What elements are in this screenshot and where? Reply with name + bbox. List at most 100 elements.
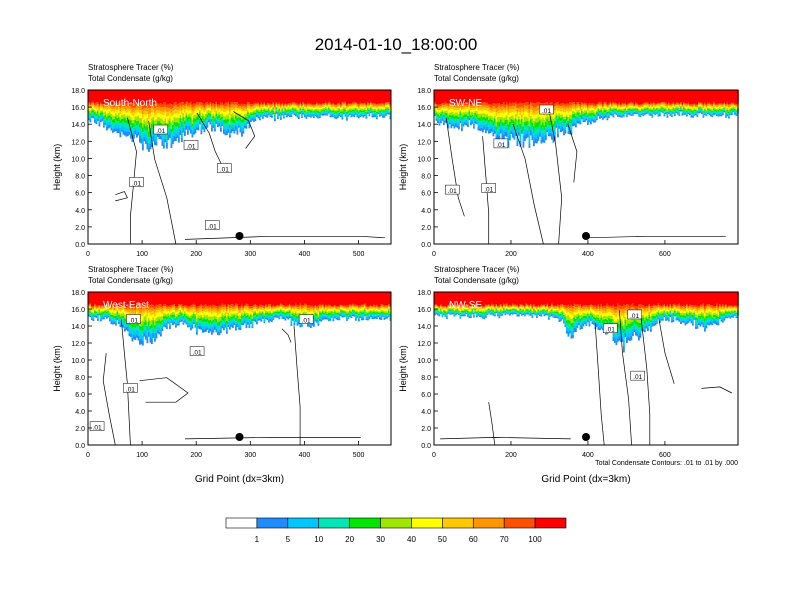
tracer-cell — [124, 106, 126, 110]
tracer-cell — [275, 107, 278, 110]
tracer-cell — [383, 107, 386, 110]
tracer-cell — [710, 90, 712, 104]
tracer-cell — [128, 322, 131, 326]
tracer-cell — [579, 110, 582, 113]
tracer-cell — [344, 104, 347, 107]
tracer-cell — [437, 116, 439, 119]
tracer-cell — [554, 120, 556, 126]
tracer-cell — [470, 122, 472, 126]
tracer-cell — [543, 90, 546, 104]
tracer-cell — [211, 116, 213, 119]
tracer-cell — [274, 107, 276, 110]
tracer-cell — [479, 121, 481, 125]
tracer-cell — [272, 107, 275, 109]
tracer-cell — [167, 313, 170, 316]
tracer-cell — [603, 109, 606, 113]
tracer-cell — [491, 112, 493, 117]
tracer-cell — [635, 103, 637, 106]
tracer-cell — [352, 106, 354, 109]
tracer-cell — [94, 120, 96, 123]
tracer-cell — [203, 309, 206, 312]
tracer-cell — [663, 90, 666, 103]
tracer-cell — [642, 111, 645, 113]
tracer-cell — [310, 105, 312, 108]
contour-label-box — [183, 140, 199, 150]
tracer-cell — [447, 110, 450, 114]
tracer-cell — [173, 121, 176, 126]
tracer-cell — [534, 90, 537, 104]
tracer-cell — [140, 122, 143, 129]
tracer-cell — [143, 316, 146, 322]
tracer-cell — [627, 107, 630, 109]
tracer-cell — [152, 314, 155, 318]
tracer-cell — [732, 111, 735, 113]
tracer-cell — [200, 324, 203, 328]
tracer-cell — [197, 292, 200, 307]
tracer-cell — [365, 113, 368, 116]
tracer-cell — [113, 123, 116, 126]
tracer-cell — [143, 110, 146, 115]
contour-label-box — [129, 177, 144, 187]
tracer-cell — [223, 116, 225, 120]
tracer-cell — [302, 105, 305, 107]
tracer-cell — [554, 113, 556, 118]
tracer-cell — [584, 118, 586, 121]
tracer-cell — [447, 116, 450, 120]
tracer-cell — [94, 312, 96, 315]
tracer-cell — [277, 104, 279, 107]
tracer-cell — [245, 106, 248, 110]
tracer-cell — [98, 120, 101, 124]
tracer-cell — [644, 112, 646, 114]
tracer-cell — [702, 114, 705, 117]
tracer-cell — [191, 130, 194, 135]
tracer-cell — [203, 112, 206, 116]
tracer-cell — [152, 90, 155, 103]
tracer-cell — [485, 105, 487, 108]
tracer-cell — [326, 105, 329, 107]
tracer-cell — [560, 90, 562, 104]
tracer-cell — [573, 106, 576, 110]
tracer-cell — [169, 133, 171, 139]
tracer-cell — [190, 101, 192, 105]
tracer-cell — [708, 90, 711, 103]
tracer-cell — [534, 118, 537, 123]
tracer-cell — [116, 128, 119, 134]
tracer-cell — [227, 121, 230, 126]
tracer-cell — [555, 107, 558, 110]
tracer-cell — [191, 134, 194, 138]
tracer-cell — [716, 113, 718, 115]
tracer-cell — [95, 308, 98, 310]
tracer-cell — [298, 105, 300, 108]
tracer-cell — [112, 319, 114, 323]
tracer-cell — [702, 112, 705, 115]
tracer-cell — [680, 106, 682, 108]
tracer-cell — [166, 311, 168, 315]
tracer-cell — [184, 311, 186, 314]
tracer-cell — [151, 90, 153, 102]
tracer-cell — [515, 90, 517, 103]
tracer-cell — [632, 112, 634, 115]
tracer-cell — [137, 128, 140, 132]
tracer-cell — [223, 108, 225, 113]
tracer-cell — [197, 325, 200, 329]
tracer-cell — [286, 106, 288, 108]
tracer-cell — [178, 90, 180, 104]
tracer-cell — [94, 90, 96, 104]
tracer-cell — [127, 308, 129, 311]
tracer-cell — [167, 319, 170, 322]
tracer-cell — [441, 118, 444, 121]
tracer-cell — [642, 108, 645, 110]
tracer-cell — [272, 105, 275, 108]
tracer-cell — [172, 314, 174, 318]
tracer-cell — [443, 105, 445, 108]
tracer-cell — [203, 318, 206, 322]
tracer-cell — [143, 292, 146, 305]
contour-label: .01 — [220, 167, 229, 174]
tracer-cell — [459, 90, 462, 104]
tracer-cell — [110, 319, 113, 322]
tracer-cell — [435, 107, 438, 109]
tracer-cell — [299, 104, 302, 107]
tracer-cell — [645, 103, 648, 106]
tracer-cell — [199, 322, 201, 327]
tracer-cell — [584, 110, 586, 114]
